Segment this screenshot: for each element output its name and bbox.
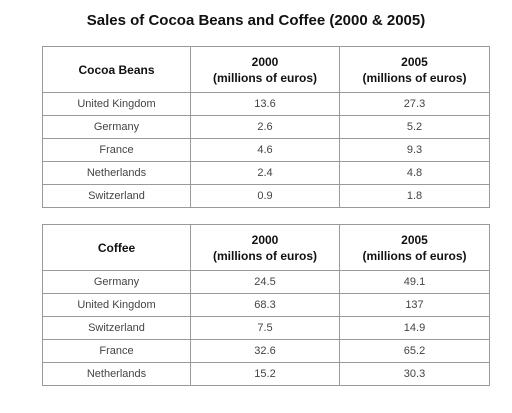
cell-value-2000: 24.5 bbox=[190, 270, 340, 294]
table-row: Germany 2.6 5.2 bbox=[42, 115, 490, 139]
coffee-table: Coffee 2000 (millions of euros) 2005 (mi… bbox=[42, 224, 490, 386]
column-header-unit: (millions of euros) bbox=[212, 70, 317, 85]
column-header-unit: (millions of euros) bbox=[212, 248, 317, 263]
table-row: United Kingdom 68.3 137 bbox=[42, 293, 490, 317]
table-row: Switzerland 0.9 1.8 bbox=[42, 184, 490, 208]
column-header-2000: 2000 (millions of euros) bbox=[190, 46, 340, 93]
column-header-2000: 2000 (millions of euros) bbox=[190, 224, 340, 271]
cell-value-2000: 32.6 bbox=[190, 339, 340, 363]
table-row: Netherlands 15.2 30.3 bbox=[42, 362, 490, 386]
table-row: Germany 24.5 49.1 bbox=[42, 270, 490, 294]
cell-country: Switzerland bbox=[42, 316, 191, 340]
cell-country: Netherlands bbox=[42, 362, 191, 386]
cell-value-2000: 2.4 bbox=[190, 161, 340, 185]
cell-value-2000: 2.6 bbox=[190, 115, 340, 139]
table-header-row: Coffee 2000 (millions of euros) 2005 (mi… bbox=[42, 224, 490, 271]
column-header-product: Coffee bbox=[42, 224, 191, 271]
table-row: France 32.6 65.2 bbox=[42, 339, 490, 363]
cell-value-2000: 13.6 bbox=[190, 92, 340, 116]
cell-value-2000: 68.3 bbox=[190, 293, 340, 317]
cell-value-2005: 4.8 bbox=[339, 161, 490, 185]
cell-value-2000: 7.5 bbox=[190, 316, 340, 340]
table-row: United Kingdom 13.6 27.3 bbox=[42, 92, 490, 116]
cell-country: United Kingdom bbox=[42, 293, 191, 317]
column-header-unit: (millions of euros) bbox=[362, 70, 467, 85]
cell-country: Switzerland bbox=[42, 184, 191, 208]
cell-value-2005: 137 bbox=[339, 293, 490, 317]
column-header-year: 2000 bbox=[251, 232, 279, 247]
cell-value-2000: 0.9 bbox=[190, 184, 340, 208]
cell-value-2005: 9.3 bbox=[339, 138, 490, 162]
cell-value-2005: 65.2 bbox=[339, 339, 490, 363]
cell-value-2005: 27.3 bbox=[339, 92, 490, 116]
cell-value-2005: 49.1 bbox=[339, 270, 490, 294]
cell-country: Germany bbox=[42, 115, 191, 139]
column-header-product: Cocoa Beans bbox=[42, 46, 191, 93]
column-header-year: 2000 bbox=[251, 54, 279, 69]
column-header-2005: 2005 (millions of euros) bbox=[339, 46, 490, 93]
cell-country: Germany bbox=[42, 270, 191, 294]
cell-value-2005: 5.2 bbox=[339, 115, 490, 139]
column-header-2005: 2005 (millions of euros) bbox=[339, 224, 490, 271]
table-row: France 4.6 9.3 bbox=[42, 138, 490, 162]
cell-country: France bbox=[42, 138, 191, 162]
column-header-year: 2005 bbox=[401, 54, 428, 69]
table-row: Switzerland 7.5 14.9 bbox=[42, 316, 490, 340]
cell-value-2000: 15.2 bbox=[190, 362, 340, 386]
cell-value-2005: 1.8 bbox=[339, 184, 490, 208]
cocoa-beans-table: Cocoa Beans 2000 (millions of euros) 200… bbox=[42, 46, 490, 208]
cell-value-2000: 4.6 bbox=[190, 138, 340, 162]
column-header-year: 2005 bbox=[401, 232, 428, 247]
cell-value-2005: 14.9 bbox=[339, 316, 490, 340]
cell-country: France bbox=[42, 339, 191, 363]
column-header-unit: (millions of euros) bbox=[362, 248, 467, 263]
table-header-row: Cocoa Beans 2000 (millions of euros) 200… bbox=[42, 46, 490, 93]
page-title: Sales of Cocoa Beans and Coffee (2000 & … bbox=[86, 12, 426, 29]
cell-country: Netherlands bbox=[42, 161, 191, 185]
table-row: Netherlands 2.4 4.8 bbox=[42, 161, 490, 185]
cell-value-2005: 30.3 bbox=[339, 362, 490, 386]
cell-country: United Kingdom bbox=[42, 92, 191, 116]
